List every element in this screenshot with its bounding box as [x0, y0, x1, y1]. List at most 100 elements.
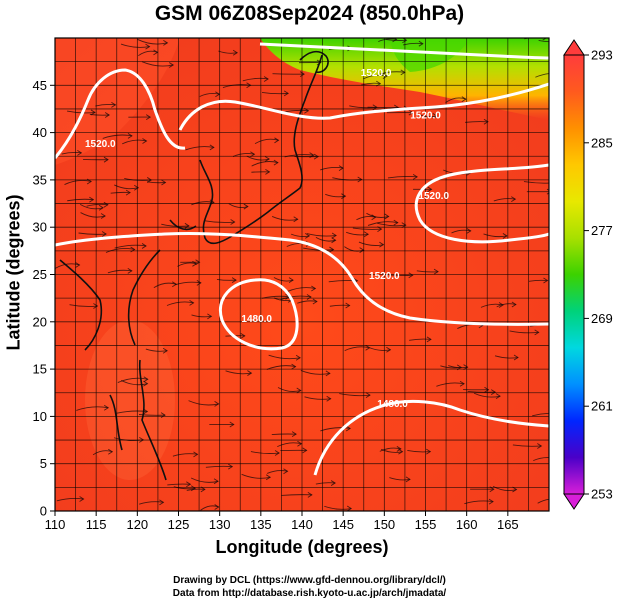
y-tick-label: 15 — [33, 362, 47, 377]
streamline-arrow — [209, 199, 215, 206]
streamline — [416, 270, 439, 273]
streamline-arrow — [100, 213, 106, 219]
streamline — [190, 477, 219, 483]
contour-label: 1520.0 — [410, 110, 441, 121]
streamline-arrow — [498, 302, 504, 308]
streamline — [436, 382, 465, 387]
streamline-arrow — [196, 279, 202, 286]
streamline-arrow — [299, 71, 305, 77]
streamline — [80, 212, 106, 218]
streamline — [64, 180, 92, 185]
streamline-arrow — [379, 241, 385, 248]
streamline-arrow — [186, 481, 192, 488]
streamline-arrow — [512, 486, 518, 493]
streamline — [139, 501, 164, 505]
streamline-arrow — [345, 425, 351, 432]
streamline — [379, 447, 401, 452]
chart-title: GSM 06Z08Sep2024 (850.0hPa) — [154, 2, 465, 25]
streamline — [107, 269, 132, 274]
y-tick-label: 0 — [40, 504, 47, 519]
streamline-arrow — [396, 446, 402, 452]
streamline-arrow — [232, 49, 239, 56]
streamline-arrow — [326, 395, 332, 402]
streamline-arrow — [534, 329, 540, 336]
streamline-arrow — [283, 468, 289, 475]
streamline-arrow — [302, 447, 308, 454]
streamline — [92, 450, 113, 456]
streamline-arrow — [502, 233, 508, 239]
streamline — [145, 348, 168, 352]
contour-1520-south — [55, 231, 549, 326]
streamline-arrow — [214, 504, 220, 510]
streamline — [186, 488, 205, 491]
colorbar-lower-arrow — [563, 493, 585, 510]
credit-data: Data from http://database.rish.kyoto-u.a… — [172, 588, 447, 599]
streamline — [344, 346, 370, 352]
x-tick-label: 120 — [126, 517, 148, 532]
y-axis-ticks: 0 5 10 15 20 25 30 35 40 45 — [33, 78, 55, 519]
credit-drawing: Drawing by DCL (https://www.gfd-dennou.o… — [173, 575, 446, 586]
streamline-arrow — [193, 451, 199, 458]
streamline-arrow — [159, 499, 165, 506]
streamline-arrow — [143, 408, 149, 415]
streamline-arrow — [426, 336, 432, 343]
streamline-arrow — [537, 443, 543, 449]
contour-label: 1520.0 — [85, 139, 116, 150]
streamline-arrow — [161, 179, 167, 186]
streamline — [303, 247, 334, 251]
streamline — [324, 505, 352, 510]
streamline-arrow — [461, 96, 467, 103]
streamline-arrow — [213, 478, 219, 485]
streamline-arrow — [316, 59, 322, 66]
streamline — [297, 300, 317, 304]
streamline-arrow — [153, 49, 159, 56]
x-tick-label: 115 — [86, 517, 107, 532]
streamline-arrow — [127, 267, 133, 274]
y-tick-label: 45 — [33, 78, 47, 93]
contour-1520-west — [55, 68, 186, 159]
streamline — [290, 233, 310, 237]
streamline — [315, 482, 336, 485]
streamline — [407, 450, 431, 453]
x-tick-label: 150 — [373, 517, 395, 532]
x-tick-label: 155 — [415, 517, 437, 532]
streamline-arrow — [392, 38, 398, 43]
streamline — [409, 338, 431, 341]
contour-1480-low — [219, 278, 299, 351]
streamline-arrow — [365, 344, 371, 351]
streamline — [153, 282, 177, 288]
contour-labels: 1520.0 1520.0 1520.0 1520.0 1520.0 1480.0 1480… — [85, 68, 449, 410]
contour-label: 1480.0 — [241, 314, 272, 325]
streamline-arrow — [291, 431, 297, 438]
contour-1520-north — [178, 82, 549, 131]
streamline — [533, 457, 549, 462]
streamline-arrow — [228, 463, 234, 470]
streamline — [261, 91, 289, 95]
streamline — [369, 347, 391, 351]
streamline — [496, 303, 517, 308]
streamline — [363, 74, 388, 80]
streamline-arrow — [77, 149, 83, 156]
streamline-arrow — [127, 132, 133, 139]
x-tick-label: 160 — [456, 517, 478, 532]
streamline — [352, 227, 382, 230]
streamline — [509, 330, 539, 334]
streamline — [121, 380, 148, 386]
streamline-arrow — [365, 392, 371, 399]
streamline — [445, 97, 466, 104]
streamline — [467, 390, 496, 393]
streamline-arrow — [309, 152, 315, 159]
streamline-arrow — [168, 62, 175, 68]
cool-region-north — [260, 38, 549, 120]
streamline — [114, 244, 147, 249]
streamline — [137, 38, 168, 45]
streamline-arrow — [346, 505, 353, 511]
streamline — [241, 473, 271, 479]
streamline — [280, 295, 312, 301]
streamline-arrow — [331, 232, 337, 239]
x-tick-label: 125 — [168, 517, 190, 532]
x-axis-label: Longitude (degrees) — [215, 537, 389, 557]
streamline-arrow — [357, 176, 363, 183]
streamline — [116, 410, 148, 414]
streamline-arrow — [229, 421, 235, 428]
